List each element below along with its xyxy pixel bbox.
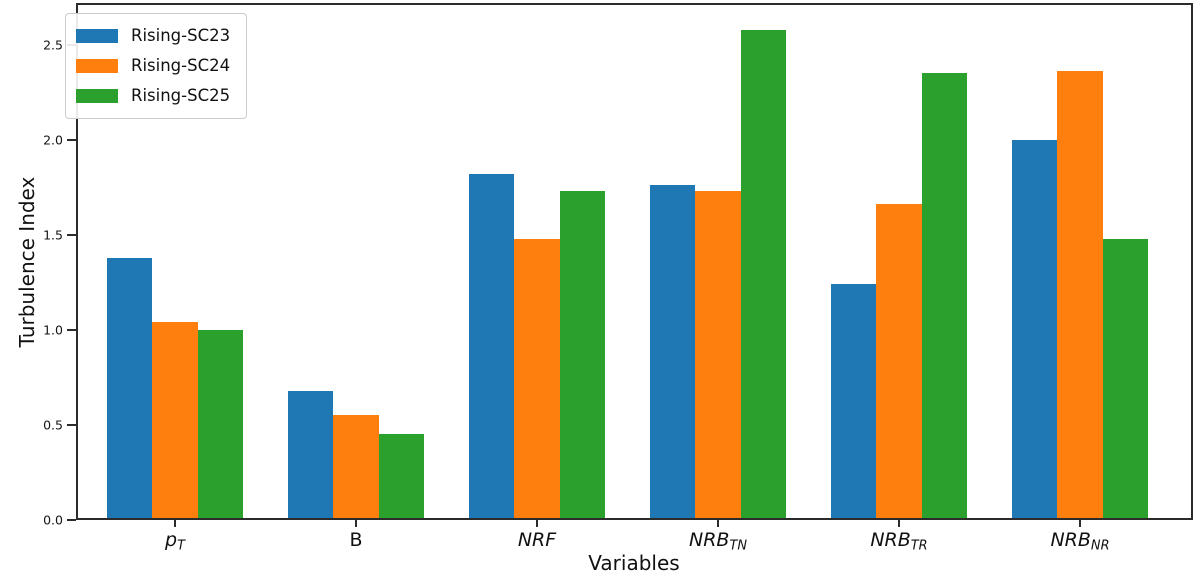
bar-Rising-SC24-p_T xyxy=(152,322,198,520)
bar-Rising-SC24-NRF xyxy=(514,238,560,520)
y-tick-label: 2.5 xyxy=(43,37,63,53)
legend: Rising-SC23 Rising-SC24 Rising-SC25 xyxy=(65,13,248,119)
x-tick-mark xyxy=(717,520,719,527)
y-tick-label: 0.0 xyxy=(43,512,63,528)
y-tick-mark xyxy=(67,138,76,141)
bar-Rising-SC23-NRF xyxy=(469,174,515,520)
y-tick-mark xyxy=(67,423,76,426)
bar-Rising-SC23-NRB_TN xyxy=(650,185,696,520)
x-tick-mark xyxy=(898,520,900,527)
bar-Rising-SC25-NRB_NR xyxy=(1102,238,1148,520)
bar-Rising-SC25-p_T xyxy=(197,329,243,520)
legend-label: Rising-SC25 xyxy=(131,85,231,105)
legend-label: Rising-SC23 xyxy=(131,25,231,45)
x-tick-mark xyxy=(174,520,176,527)
x-tick-mark xyxy=(536,520,538,527)
x-tick-mark xyxy=(1079,520,1081,527)
legend-color-swatch xyxy=(76,29,118,43)
y-tick-label: 1.0 xyxy=(43,322,63,338)
y-tick-label: 2.0 xyxy=(43,132,63,148)
bar-Rising-SC24-NRB_TN xyxy=(695,191,741,520)
legend-label: Rising-SC24 xyxy=(131,55,231,75)
x-tick-label-B: B xyxy=(349,529,363,551)
y-tick-mark xyxy=(67,328,76,331)
bar-Rising-SC25-NRB_TN xyxy=(740,29,786,520)
x-axis-title: Variables xyxy=(588,551,680,575)
bar-Rising-SC24-NRB_TR xyxy=(876,204,922,520)
legend-item-Rising-SC24: Rising-SC24 xyxy=(76,51,230,81)
bar-Rising-SC25-NRB_TR xyxy=(921,73,967,520)
y-tick-mark xyxy=(67,519,76,521)
bar-Rising-SC24-NRB_NR xyxy=(1057,71,1103,520)
legend-item-Rising-SC23: Rising-SC23 xyxy=(76,21,230,51)
bar-Rising-SC24-B xyxy=(333,415,379,520)
x-tick-label-p_T: pT xyxy=(165,529,185,554)
bar-Rising-SC23-NRB_NR xyxy=(1012,139,1058,520)
bar-Rising-SC23-NRB_TR xyxy=(831,284,877,520)
y-axis-title: Turbulence Index xyxy=(15,176,39,348)
bar-Rising-SC25-B xyxy=(378,434,424,520)
x-tick-label-NRB_TN: NRBTN xyxy=(689,529,747,554)
bar-Rising-SC25-NRF xyxy=(559,191,605,520)
x-tick-label-NRF: NRF xyxy=(517,529,557,551)
bar-Rising-SC23-B xyxy=(288,390,334,520)
x-tick-label-NRB_NR: NRBNR xyxy=(1050,529,1110,554)
legend-color-swatch xyxy=(76,89,118,103)
y-tick-label: 1.5 xyxy=(43,227,63,243)
y-tick-mark xyxy=(67,233,76,236)
x-tick-mark xyxy=(355,520,357,527)
y-tick-label: 0.5 xyxy=(43,417,63,433)
bar-Rising-SC23-p_T xyxy=(107,257,153,520)
legend-color-swatch xyxy=(76,59,118,73)
x-tick-label-NRB_TR: NRBTR xyxy=(870,529,928,554)
legend-item-Rising-SC25: Rising-SC25 xyxy=(76,81,230,111)
